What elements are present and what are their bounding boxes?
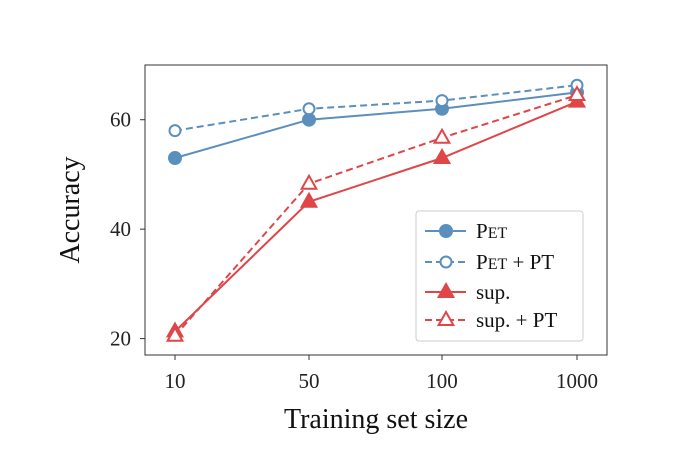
legend: PET PET + PT sup. sup. + PT <box>415 210 584 342</box>
legend-label: sup. <box>476 280 510 304</box>
x-tick-label: 10 <box>165 369 186 393</box>
legend-marker <box>436 309 456 326</box>
legend-label: PET + PT <box>476 250 554 274</box>
data-point <box>165 325 185 342</box>
series-line <box>174 84 578 132</box>
series-line <box>174 94 578 337</box>
x-tick-label: 100 <box>426 369 458 393</box>
axis-ticks: 10 50 100 1000 20 40 60 <box>110 108 598 393</box>
x-tick-label: 50 <box>299 369 320 393</box>
series-line <box>174 100 578 333</box>
legend-marker <box>439 224 453 238</box>
data-point <box>432 147 452 164</box>
y-tick-label: 20 <box>110 327 131 351</box>
legend-marker <box>436 281 456 298</box>
series-line <box>174 91 578 159</box>
x-axis-title: Training set size <box>284 404 468 435</box>
legend-box <box>415 210 584 342</box>
y-tick-label: 60 <box>110 108 131 132</box>
data-point <box>299 173 319 190</box>
series-markers <box>165 78 587 342</box>
data-point <box>432 127 452 144</box>
data-point <box>168 151 182 166</box>
data-point <box>302 112 316 127</box>
legend-label: sup. + PT <box>476 308 557 332</box>
x-tick-label: 1000 <box>556 369 598 393</box>
legend-label: PET <box>476 219 507 243</box>
data-point <box>299 191 319 208</box>
series-lines <box>174 84 578 337</box>
data-point <box>567 85 587 102</box>
data-point <box>435 94 449 108</box>
y-axis-title: Accuracy <box>55 156 86 263</box>
legend-marker <box>439 255 453 269</box>
data-point <box>168 124 182 138</box>
y-tick-label: 40 <box>110 217 131 241</box>
data-point <box>302 102 316 116</box>
